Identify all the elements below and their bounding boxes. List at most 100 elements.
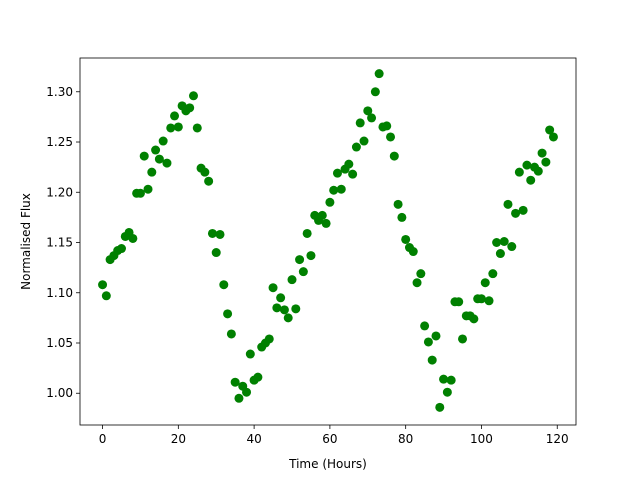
point bbox=[469, 314, 479, 324]
point bbox=[321, 218, 331, 228]
point bbox=[128, 233, 138, 243]
point bbox=[139, 151, 149, 161]
point bbox=[302, 228, 312, 238]
point bbox=[526, 175, 536, 185]
y-tick-label: 1.15 bbox=[46, 236, 73, 250]
point bbox=[382, 121, 392, 131]
point bbox=[370, 87, 380, 97]
point bbox=[401, 234, 411, 244]
point bbox=[226, 329, 236, 339]
point bbox=[488, 269, 498, 279]
x-tick-label: 40 bbox=[246, 432, 261, 446]
point bbox=[329, 185, 339, 195]
point bbox=[518, 205, 528, 215]
point bbox=[397, 212, 407, 222]
x-tick-label: 20 bbox=[171, 432, 186, 446]
point bbox=[499, 237, 509, 246]
point bbox=[279, 305, 289, 315]
point bbox=[344, 159, 354, 169]
point bbox=[548, 132, 558, 142]
point bbox=[200, 167, 210, 177]
point bbox=[317, 210, 327, 220]
y-tick-label: 1.10 bbox=[46, 286, 73, 300]
point bbox=[162, 158, 172, 168]
y-axis-label: Normalised Flux bbox=[19, 193, 33, 290]
point bbox=[367, 113, 377, 123]
point bbox=[439, 374, 449, 384]
point bbox=[408, 247, 418, 257]
point bbox=[511, 208, 521, 218]
point bbox=[537, 148, 547, 158]
point bbox=[276, 293, 286, 303]
y-tick-label: 1.20 bbox=[46, 185, 73, 199]
point bbox=[291, 304, 301, 314]
point bbox=[207, 228, 217, 238]
y-tick-label: 1.30 bbox=[46, 85, 73, 99]
point bbox=[325, 197, 335, 207]
point bbox=[173, 122, 183, 132]
point bbox=[503, 199, 513, 209]
point bbox=[427, 355, 437, 365]
point bbox=[188, 91, 198, 101]
point bbox=[522, 160, 532, 170]
point bbox=[287, 275, 297, 285]
point bbox=[492, 238, 502, 248]
point bbox=[374, 69, 384, 79]
point bbox=[185, 103, 195, 113]
point bbox=[166, 123, 176, 133]
point bbox=[389, 151, 399, 161]
point bbox=[143, 184, 153, 194]
point bbox=[393, 199, 403, 209]
point bbox=[514, 167, 524, 177]
point bbox=[295, 255, 305, 265]
point bbox=[351, 142, 361, 152]
point bbox=[98, 280, 108, 290]
point bbox=[192, 123, 202, 133]
point bbox=[507, 242, 517, 252]
point bbox=[306, 251, 316, 261]
point bbox=[272, 303, 282, 313]
point bbox=[359, 136, 369, 146]
y-tick-label: 1.05 bbox=[46, 336, 73, 350]
x-tick-label: 120 bbox=[546, 432, 569, 446]
point bbox=[283, 313, 293, 323]
point bbox=[230, 377, 240, 387]
point bbox=[480, 278, 490, 288]
point bbox=[454, 297, 464, 307]
point bbox=[442, 387, 452, 397]
point bbox=[435, 402, 445, 412]
point bbox=[204, 176, 214, 186]
point bbox=[264, 334, 274, 344]
point bbox=[446, 375, 456, 385]
x-axis-label: Time (Hours) bbox=[288, 457, 367, 471]
point bbox=[431, 331, 441, 341]
point bbox=[458, 334, 468, 344]
point bbox=[154, 154, 164, 164]
point bbox=[332, 168, 342, 178]
point bbox=[268, 283, 278, 293]
point bbox=[135, 188, 145, 198]
x-tick-label: 0 bbox=[99, 432, 107, 446]
point bbox=[253, 372, 263, 382]
point bbox=[541, 157, 551, 167]
x-tick-label: 80 bbox=[398, 432, 413, 446]
point bbox=[211, 248, 221, 258]
point bbox=[101, 291, 111, 301]
point bbox=[215, 229, 225, 239]
point bbox=[298, 267, 308, 277]
point bbox=[545, 125, 555, 135]
point bbox=[412, 278, 422, 288]
point bbox=[386, 132, 396, 142]
point bbox=[151, 145, 161, 155]
point bbox=[219, 280, 229, 290]
point bbox=[234, 393, 244, 403]
point bbox=[533, 166, 543, 176]
x-tick-label: 100 bbox=[470, 432, 493, 446]
point bbox=[484, 296, 494, 306]
point bbox=[420, 321, 430, 331]
point bbox=[116, 244, 126, 254]
x-tick-label: 60 bbox=[322, 432, 337, 446]
point bbox=[245, 349, 255, 359]
point bbox=[147, 167, 157, 177]
point bbox=[158, 136, 168, 146]
